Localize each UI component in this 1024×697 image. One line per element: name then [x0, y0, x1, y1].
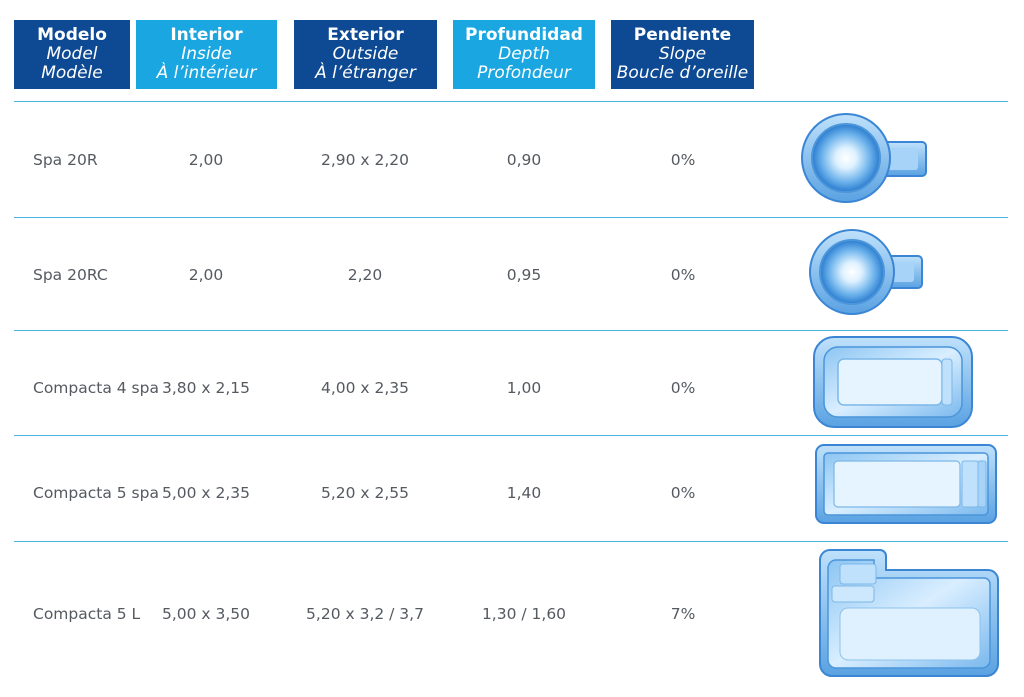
cell-outside: 2,20 — [347, 266, 383, 284]
header-depth: Profundidad Depth Profondeur — [453, 20, 595, 89]
cell-depth: 1,00 — [506, 379, 542, 397]
cell-inside: 5,00 x 2,35 — [161, 484, 251, 502]
header-depth-es: Profundidad — [465, 25, 583, 45]
cell-inside: 2,00 — [188, 266, 224, 284]
header-depth-fr: Profondeur — [477, 63, 571, 83]
round-spa-icon — [801, 113, 927, 203]
cell-outside: 5,20 x 3,2 / 3,7 — [306, 605, 424, 623]
l-shaped-pool-icon — [819, 549, 999, 677]
header-outside-fr: À l’étranger — [315, 63, 416, 83]
rounded-rectangle-pool-icon — [813, 336, 973, 428]
header-model: Modelo Model Modèle — [14, 20, 130, 89]
row-divider — [14, 435, 1008, 436]
cell-outside: 4,00 x 2,35 — [320, 379, 410, 397]
header-inside-es: Interior — [170, 25, 243, 45]
row-divider — [14, 330, 1008, 331]
cell-depth: 1,30 / 1,60 — [481, 605, 567, 623]
header-outside-en: Outside — [332, 44, 399, 64]
header-inside-fr: À l’intérieur — [156, 63, 257, 83]
cell-outside: 5,20 x 2,55 — [320, 484, 410, 502]
round-spa-compact-icon — [809, 229, 923, 315]
header-inside: Interior Inside À l’intérieur — [136, 20, 277, 89]
cell-model: Compacta 5 spa — [33, 484, 159, 502]
header-slope: Pendiente Slope Boucle d’oreille — [611, 20, 754, 89]
cell-inside: 5,00 x 3,50 — [161, 605, 251, 623]
header-slope-fr: Boucle d’oreille — [616, 63, 749, 83]
cell-depth: 1,40 — [506, 484, 542, 502]
header-depth-en: Depth — [498, 44, 550, 64]
cell-slope: 7% — [670, 605, 696, 623]
header-inside-en: Inside — [181, 44, 232, 64]
cell-slope: 0% — [670, 484, 696, 502]
cell-model: Compacta 4 spa — [33, 379, 159, 397]
rectangle-pool-with-bench-icon — [815, 444, 997, 524]
cell-depth: 0,95 — [506, 266, 542, 284]
cell-slope: 0% — [670, 151, 696, 169]
cell-slope: 0% — [670, 266, 696, 284]
row-divider — [14, 541, 1008, 542]
header-slope-en: Slope — [658, 44, 707, 64]
cell-outside: 2,90 x 2,20 — [320, 151, 410, 169]
header-model-fr: Modèle — [41, 63, 103, 83]
cell-model: Spa 20R — [33, 151, 98, 169]
cell-inside: 3,80 x 2,15 — [161, 379, 251, 397]
header-model-es: Modelo — [37, 25, 107, 45]
header-model-en: Model — [46, 44, 98, 64]
cell-depth: 0,90 — [506, 151, 542, 169]
cell-inside: 2,00 — [188, 151, 224, 169]
cell-slope: 0% — [670, 379, 696, 397]
header-outside-es: Exterior — [327, 25, 404, 45]
cell-model: Spa 20RC — [33, 266, 108, 284]
row-divider — [14, 217, 1008, 218]
row-divider — [14, 101, 1008, 102]
header-outside: Exterior Outside À l’étranger — [294, 20, 437, 89]
header-slope-es: Pendiente — [633, 25, 732, 45]
cell-model: Compacta 5 L — [33, 605, 141, 623]
